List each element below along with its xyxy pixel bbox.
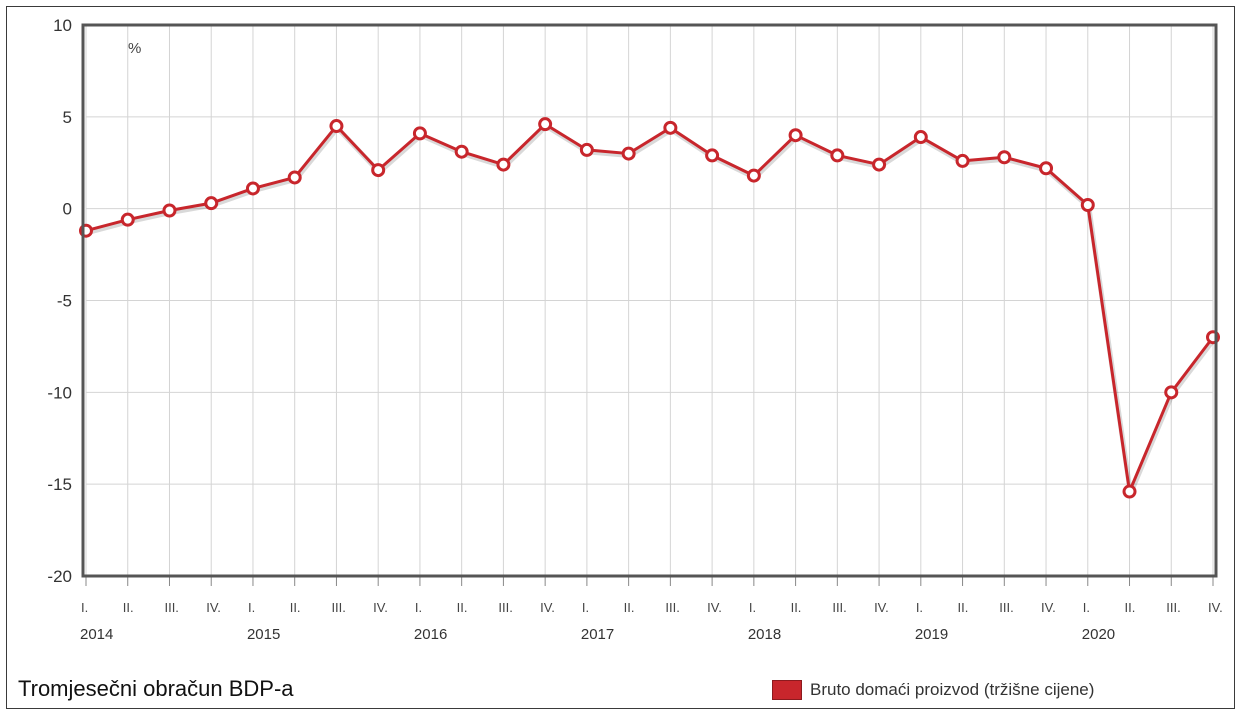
- x-tick-label-quarter: III.: [832, 600, 846, 615]
- data-point[interactable]: [538, 117, 553, 132]
- data-point[interactable]: [746, 168, 761, 183]
- x-tick-label-quarter: II.: [624, 600, 635, 615]
- x-tick-label-year: 2017: [581, 626, 614, 643]
- series-bdp: [79, 117, 1220, 499]
- y-tick-label: -15: [47, 475, 72, 494]
- x-tick-label-quarter: IV.: [206, 600, 221, 615]
- y-tick-label: 5: [63, 108, 72, 127]
- legend[interactable]: Bruto domaći proizvod (tržišne cijene): [772, 680, 1094, 700]
- data-point[interactable]: [1039, 161, 1054, 176]
- data-point[interactable]: [1164, 385, 1179, 400]
- x-tick-label-quarter: III.: [331, 600, 345, 615]
- data-point[interactable]: [621, 146, 636, 161]
- x-tick-label-quarter: I.: [749, 600, 756, 615]
- x-tick-label-quarter: II.: [457, 600, 468, 615]
- x-tick-label-year: 2016: [414, 626, 447, 643]
- grid-lines: [85, 24, 1214, 577]
- x-tick-label-quarter: II.: [290, 600, 301, 615]
- x-tick-label-quarter: IV.: [540, 600, 555, 615]
- data-point[interactable]: [913, 130, 928, 145]
- x-tick-label-quarter: III.: [164, 600, 178, 615]
- x-tick-label-year: 2020: [1082, 626, 1115, 643]
- y-tick-label: -10: [47, 383, 72, 402]
- data-point[interactable]: [245, 181, 260, 196]
- legend-label: Bruto domaći proizvod (tržišne cijene): [810, 680, 1095, 699]
- data-point[interactable]: [705, 148, 720, 163]
- x-tick-label-year: 2019: [915, 626, 948, 643]
- data-point[interactable]: [663, 120, 678, 135]
- y-tick-label: -20: [47, 567, 72, 586]
- data-point[interactable]: [204, 196, 219, 211]
- x-tick-label-quarter: IV.: [1041, 600, 1056, 615]
- x-tick-label-quarter: IV.: [1208, 600, 1223, 615]
- x-tick-label-year: 2014: [80, 626, 113, 643]
- data-point[interactable]: [329, 119, 344, 134]
- y-tick-label: -5: [57, 292, 72, 311]
- x-tick-label-quarter: IV.: [707, 600, 722, 615]
- data-point[interactable]: [454, 144, 469, 159]
- x-tick-label-quarter: I.: [81, 600, 88, 615]
- data-point[interactable]: [412, 126, 427, 141]
- y-tick-label: 0: [63, 200, 72, 219]
- data-point[interactable]: [496, 157, 511, 172]
- data-point[interactable]: [955, 153, 970, 168]
- series-line: [85, 122, 1215, 494]
- x-tick-label-year: 2018: [748, 626, 781, 643]
- series-line-shadow: [86, 123, 1216, 497]
- data-point[interactable]: [287, 170, 302, 185]
- chart-title: Tromjesečni obračun BDP-a: [18, 676, 294, 701]
- plot-area-border: [81, 23, 1218, 578]
- x-tick-label-quarter: III.: [665, 600, 679, 615]
- data-point[interactable]: [788, 128, 803, 143]
- x-tick-label-quarter: II.: [791, 600, 802, 615]
- x-tick-label-quarter: II.: [1125, 600, 1136, 615]
- x-tick-label-quarter: IV.: [373, 600, 388, 615]
- data-point[interactable]: [120, 212, 135, 227]
- x-tick-label-quarter: I.: [582, 600, 589, 615]
- legend-swatch: [772, 680, 802, 700]
- y-tick-label: 10: [53, 16, 72, 35]
- x-tick-label-quarter: I.: [1083, 600, 1090, 615]
- x-tick-label-year: 2015: [247, 626, 280, 643]
- x-tick-label-quarter: I.: [916, 600, 923, 615]
- x-tick-label-quarter: I.: [248, 600, 255, 615]
- data-point[interactable]: [872, 157, 887, 172]
- x-tick-label-quarter: III.: [1166, 600, 1180, 615]
- x-tick-label-quarter: I.: [415, 600, 422, 615]
- data-point[interactable]: [371, 163, 386, 178]
- y-axis-unit-label: %: [128, 40, 141, 57]
- data-point[interactable]: [579, 142, 594, 157]
- x-tick-label-quarter: III.: [498, 600, 512, 615]
- data-point[interactable]: [830, 148, 845, 163]
- x-tick-label-quarter: II.: [958, 600, 969, 615]
- x-axis: I. II. III. IV. I. II. III. IV. I. II. III. IV. I. II…: [80, 576, 1223, 643]
- x-tick-label-quarter: II.: [123, 600, 134, 615]
- x-tick-label-quarter: III.: [999, 600, 1013, 615]
- data-point[interactable]: [1122, 484, 1137, 499]
- data-point[interactable]: [997, 150, 1012, 165]
- data-point[interactable]: [162, 203, 177, 218]
- data-point[interactable]: [1080, 197, 1095, 212]
- y-axis: 10 5 0 -5 -10 -15 -20: [47, 16, 72, 586]
- x-tick-label-quarter: IV.: [874, 600, 889, 615]
